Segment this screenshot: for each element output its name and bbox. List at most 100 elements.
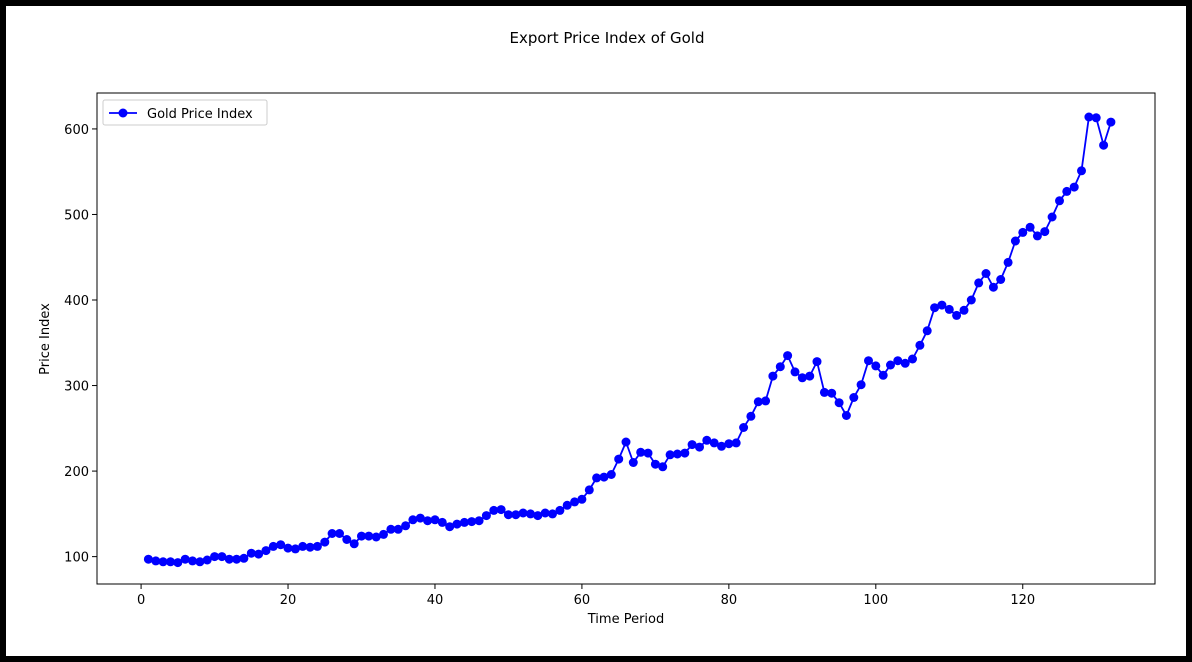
data-point [305, 542, 315, 552]
y-axis-label: Price Index [38, 303, 53, 375]
data-point [1077, 166, 1086, 176]
legend-label: Gold Price Index [147, 107, 253, 122]
series-line [148, 116, 1112, 564]
y-tick-label: 300 [64, 380, 89, 395]
data-point [1018, 227, 1028, 237]
data-point [775, 362, 785, 372]
data-point [232, 554, 242, 564]
data-point [173, 558, 183, 568]
data-point [856, 380, 866, 390]
data-point [599, 472, 609, 482]
data-point [1069, 182, 1079, 192]
data-point [768, 371, 778, 381]
data-point [1010, 236, 1020, 246]
x-tick-label: 40 [427, 593, 444, 608]
data-point [254, 549, 264, 559]
data-point [143, 554, 153, 564]
data-point [349, 539, 359, 549]
data-point [636, 447, 646, 457]
data-point [540, 508, 550, 518]
y-tick-label: 600 [64, 123, 89, 138]
data-point [158, 557, 168, 567]
data-point [320, 537, 330, 547]
data-point [312, 541, 322, 551]
data-point [386, 524, 396, 534]
data-point [357, 531, 366, 541]
data-point [401, 521, 411, 531]
data-point [290, 544, 300, 554]
data-point [709, 438, 719, 448]
x-tick-label: 120 [1010, 593, 1035, 608]
data-point [592, 473, 602, 483]
data-point [298, 541, 308, 551]
data-point [246, 548, 256, 558]
data-point [188, 556, 197, 566]
data-point [570, 497, 580, 507]
data-point [283, 543, 293, 553]
data-point [151, 556, 161, 566]
legend-marker-swatch [118, 108, 128, 118]
data-point [503, 510, 513, 520]
data-point [974, 278, 984, 288]
data-point [555, 505, 565, 515]
data-point [724, 439, 734, 449]
data-point [827, 388, 837, 398]
data-point [922, 326, 932, 336]
data-point [981, 269, 991, 278]
data-point [268, 541, 278, 551]
data-point [628, 458, 638, 467]
y-tick-label: 400 [64, 294, 89, 309]
data-point [511, 510, 521, 520]
data-point [650, 459, 660, 469]
data-point [423, 516, 433, 526]
data-point [864, 356, 873, 366]
data-point [415, 513, 425, 523]
data-point [379, 529, 388, 539]
data-point [908, 354, 917, 364]
data-point [952, 310, 962, 320]
data-point [849, 393, 859, 402]
data-point [988, 282, 998, 292]
data-point [702, 435, 712, 445]
data-point [687, 440, 697, 450]
data-point [915, 340, 925, 350]
data-point [195, 557, 205, 567]
data-point [1032, 231, 1042, 241]
y-tick-label: 500 [64, 208, 89, 223]
data-point [489, 505, 499, 515]
data-point [944, 304, 954, 314]
y-tick-label: 100 [64, 551, 89, 566]
data-point [731, 438, 741, 448]
data-point [606, 470, 616, 479]
data-point [526, 509, 535, 519]
data-point [584, 485, 594, 495]
data-point [445, 522, 455, 532]
data-point [783, 351, 793, 361]
data-point [430, 515, 440, 525]
data-point [717, 441, 726, 451]
data-point [614, 454, 624, 464]
data-point [393, 524, 403, 534]
data-point [1025, 222, 1035, 232]
data-point [518, 508, 528, 518]
data-point [797, 373, 807, 383]
legend-box [102, 99, 268, 126]
data-point [805, 371, 815, 381]
series-gold-price-index [143, 112, 1116, 568]
data-point [996, 275, 1006, 284]
data-point [790, 367, 800, 377]
data-point [562, 500, 572, 510]
data-point [459, 517, 469, 527]
data-point [210, 552, 220, 562]
data-point [1091, 113, 1101, 123]
data-point [1099, 140, 1109, 150]
data-point [496, 505, 506, 515]
data-point [680, 448, 690, 458]
data-point [548, 509, 557, 519]
data-point [621, 437, 631, 447]
plot-area [96, 92, 1156, 585]
data-point [408, 515, 418, 525]
data-point [327, 529, 337, 538]
data-point [739, 423, 749, 432]
